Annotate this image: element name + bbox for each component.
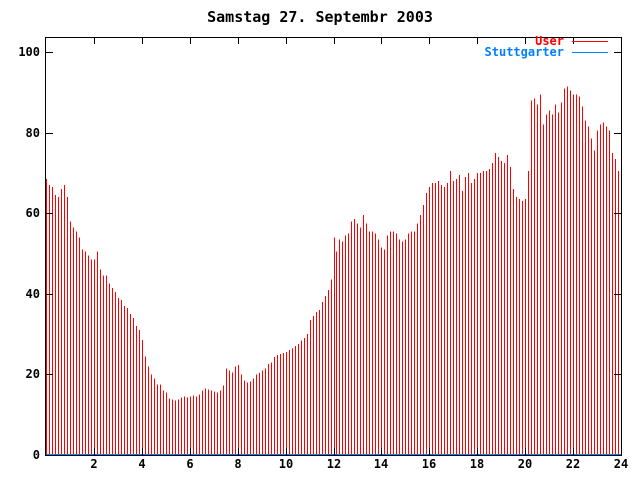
x-tick-label-12: 12	[326, 457, 342, 471]
legend-line-sample-stuttgarter	[572, 52, 608, 53]
chart-title: Samstag 27. Septembr 2003	[207, 8, 433, 26]
y-tick-label-60: 60	[25, 206, 40, 220]
x-tick-label-18: 18	[469, 457, 485, 471]
plot-border	[45, 37, 622, 456]
legend-line-sample-user	[572, 41, 608, 42]
x-tick-label-8: 8	[234, 457, 242, 471]
y-tick-label-80: 80	[25, 126, 40, 140]
x-tick-label-6: 6	[186, 457, 194, 471]
legend-row-user: User	[485, 34, 608, 48]
x-tick-label-24: 24	[613, 457, 629, 471]
x-tick-label-10: 10	[278, 457, 294, 471]
legend: User Stuttgarter	[484, 34, 608, 59]
x-tick-label-2: 2	[90, 457, 98, 471]
x-tick-label-16: 16	[421, 457, 437, 471]
x-tick-label-4: 4	[138, 457, 146, 471]
legend-row-stuttgarter: Stuttgarter	[484, 45, 608, 59]
y-tick-label-40: 40	[25, 287, 40, 301]
y-tick-label-0: 0	[32, 448, 40, 462]
legend-label-stuttgarter: Stuttgarter	[484, 45, 564, 59]
legend-label-user: User	[535, 34, 564, 48]
y-tick-label-20: 20	[25, 367, 40, 381]
x-tick-label-22: 22	[565, 457, 581, 471]
y-tick-label-100: 100	[18, 45, 40, 59]
x-tick-label-14: 14	[373, 457, 389, 471]
x-tick-label-20: 20	[517, 457, 533, 471]
